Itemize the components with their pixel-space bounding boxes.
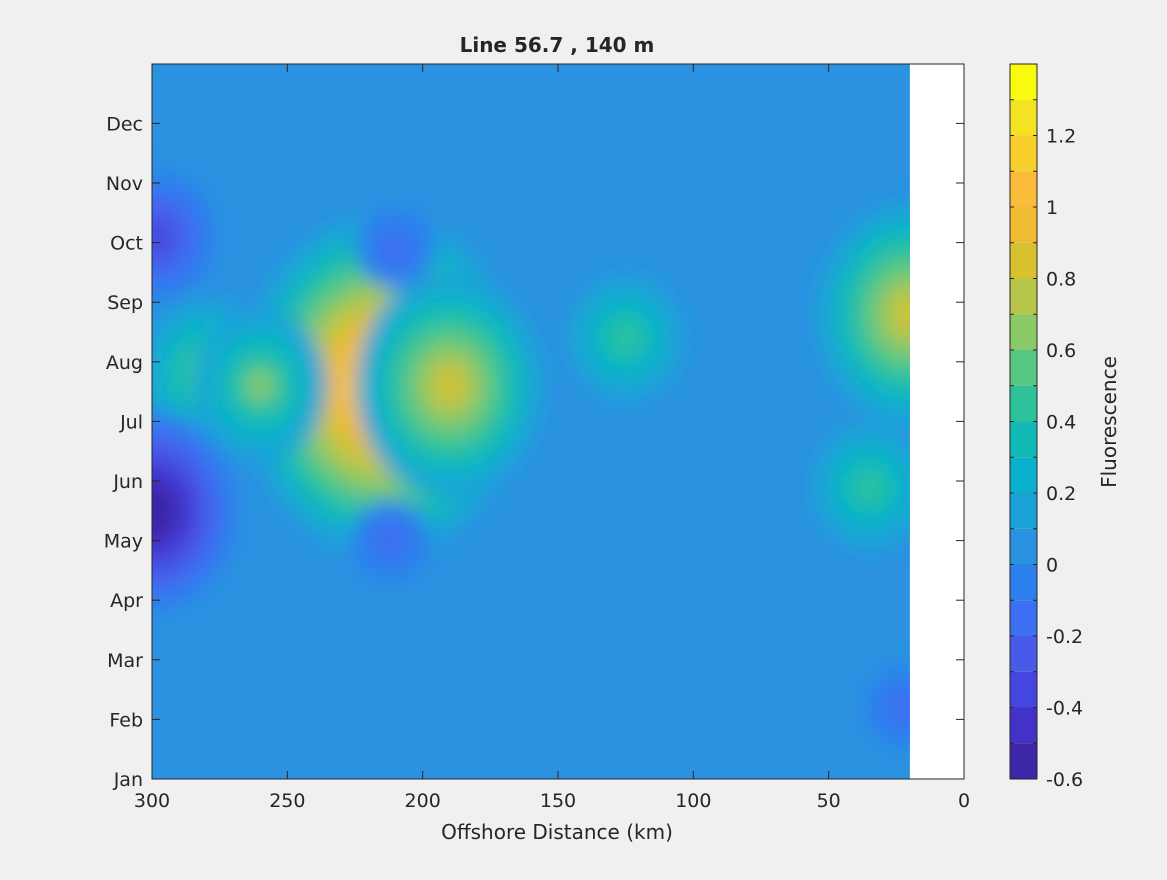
x-tick-label-0: 0	[958, 790, 970, 812]
y-tick-label-may: May	[104, 531, 143, 553]
contour-feature-11-level-2	[884, 687, 910, 728]
x-axis-label: Offshore Distance (km)	[441, 820, 673, 844]
colorbar-tick-label: 1	[1046, 197, 1058, 219]
colorbar-band-9	[1010, 421, 1037, 458]
contour-feature-6-level-4	[854, 470, 884, 503]
x-tick-label-150: 150	[540, 790, 576, 812]
colorbar-band-3	[1010, 636, 1037, 672]
y-tick-label-sep: Sep	[107, 292, 143, 314]
colorbar-band-15	[1010, 207, 1037, 243]
colorbar-band-14	[1010, 242, 1037, 279]
contour-feature-3-level-5	[246, 370, 274, 401]
y-tick-label-dec: Dec	[106, 113, 143, 135]
x-tick-label-100: 100	[675, 790, 711, 812]
colorbar-band-2	[1010, 671, 1037, 708]
colorbar-tick-label: 1.2	[1046, 126, 1076, 148]
colorbar-band-18	[1010, 99, 1037, 136]
colorbar-tick-label: 0.6	[1046, 340, 1076, 362]
colorbar-tick-label: -0.2	[1046, 626, 1083, 648]
contour-feature-4-level-4	[611, 321, 641, 354]
contour-feature-10-level-2	[370, 520, 411, 561]
x-tick-label-50: 50	[817, 790, 841, 812]
colorbar-tick-label: 0.2	[1046, 483, 1076, 505]
colorbar-label: Fluorescence	[1097, 356, 1121, 488]
y-tick-label-feb: Feb	[109, 709, 143, 731]
colorbar-band-16	[1010, 171, 1037, 207]
colorbar-tick-label: -0.6	[1046, 769, 1083, 791]
y-tick-label-jun: Jun	[112, 471, 143, 493]
colorbar-tick-label: 0	[1046, 555, 1058, 577]
colorbar-band-4	[1010, 600, 1037, 636]
colorbar-band-5	[1010, 564, 1037, 601]
colorbar-band-8	[1010, 457, 1037, 493]
contour-feature-8-level-4	[152, 220, 172, 253]
x-tick-label-200: 200	[405, 790, 441, 812]
x-tick-label-250: 250	[269, 790, 305, 812]
plot-area	[151, 63, 965, 780]
contour-feature-9-level-2	[375, 228, 416, 269]
colorbar-band-12	[1010, 314, 1037, 350]
colorbar-band-19	[1010, 64, 1037, 100]
colorbar-tick-label: 0.8	[1046, 269, 1076, 291]
colorbar-band-11	[1010, 350, 1037, 386]
y-tick-label-mar: Mar	[107, 650, 143, 672]
colorbar-tick-label: 0.4	[1046, 412, 1076, 434]
colorbar-tick-label: -0.4	[1046, 698, 1083, 720]
colorbar-band-10	[1010, 385, 1037, 422]
colorbar-band-1	[1010, 707, 1037, 744]
y-tick-label-jul: Jul	[119, 411, 143, 433]
chart-title: Line 56.7 , 140 m	[460, 33, 655, 57]
contour-features	[152, 172, 910, 748]
colorbar: -0.6 -0.4 -0.2 0 0.2 0.4 0.6 0.8 1 1.2	[1009, 63, 1083, 791]
colorbar-band-17	[1010, 135, 1037, 172]
y-tick-label-apr: Apr	[110, 590, 143, 612]
colorbar-band-7	[1010, 493, 1037, 529]
contour-feature-1-level-8	[437, 371, 462, 400]
contour-feature-7-level-7	[152, 496, 165, 526]
colorbar-band-0	[1010, 743, 1037, 779]
colorbar-band-6	[1010, 528, 1037, 565]
y-tick-label-aug: Aug	[106, 352, 143, 374]
y-tick-label-oct: Oct	[110, 233, 143, 255]
colorbar-band-13	[1010, 278, 1037, 315]
x-tick-label-300: 300	[134, 790, 170, 812]
y-axis: Jan Feb Mar Apr May Jun Jul Aug Sep Oct Nov Dec	[104, 113, 964, 791]
y-tick-label-jan: Jan	[113, 769, 143, 791]
y-tick-label-nov: Nov	[106, 173, 143, 195]
contour-feature-5-level-8	[898, 300, 910, 329]
x-axis: 300 250 200 150 100 50 0	[134, 64, 970, 812]
